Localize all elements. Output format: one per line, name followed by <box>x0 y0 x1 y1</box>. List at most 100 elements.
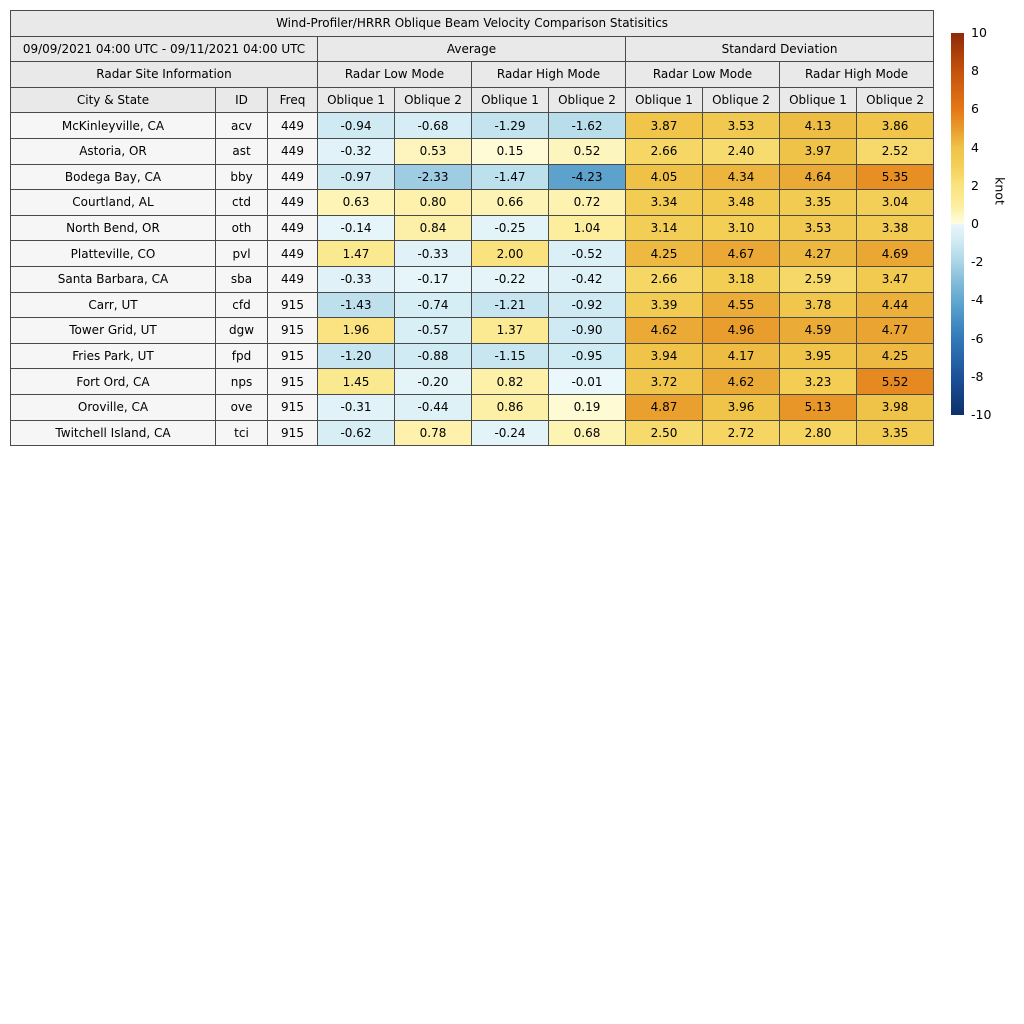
value-cell: 4.96 <box>702 317 780 344</box>
freq-cell: 449 <box>267 137 318 165</box>
value-cell: -0.57 <box>394 317 472 344</box>
value-cell: 0.53 <box>394 137 472 165</box>
value-cell: -0.20 <box>394 368 472 395</box>
table-row: Tower Grid, UT dgw 915 1.96 -0.57 1.37 -0.90 4.… <box>10 317 935 344</box>
value-cell: 3.94 <box>625 342 703 370</box>
value-cell: 2.66 <box>625 137 703 165</box>
value-cell: 3.96 <box>702 393 780 421</box>
value-cell: 3.39 <box>625 291 703 319</box>
value-cell: 0.72 <box>548 189 626 216</box>
value-cell: 3.10 <box>702 214 780 242</box>
value-cell: 4.87 <box>625 393 703 421</box>
value-cell: 4.05 <box>625 163 703 191</box>
value-cell: 3.87 <box>625 112 703 139</box>
value-cell: 3.38 <box>855 214 935 242</box>
site-id-cell: nps <box>215 368 268 395</box>
colorbar-tick-label: 4 <box>971 139 979 155</box>
value-cell: -4.23 <box>548 163 626 191</box>
table-row: Fort Ord, CA nps 915 1.45 -0.20 0.82 -0.01 3.72… <box>10 368 935 395</box>
value-cell: -0.01 <box>548 368 626 395</box>
table-row: Twitchell Island, CA tci 915 -0.62 0.78 -0.24… <box>10 419 935 447</box>
value-cell: 1.96 <box>317 317 395 344</box>
table-row: Santa Barbara, CA sba 449 -0.33 -0.17 -0.22 -0… <box>10 265 935 293</box>
site-id-cell: oth <box>215 214 268 242</box>
value-cell: 3.72 <box>625 368 703 395</box>
value-cell: -0.95 <box>548 342 626 370</box>
table-row: Carr, UT cfd 915 -1.43 -0.74 -1.21 -0.92 3.39 4.… <box>10 291 935 319</box>
site-id-cell: fpd <box>215 342 268 370</box>
colorbar-tick-label: -10 <box>971 407 992 422</box>
value-cell: 4.13 <box>779 112 857 139</box>
freq-column-header: Freq <box>267 86 318 114</box>
value-cell: 3.95 <box>779 342 857 370</box>
value-cell: -0.31 <box>317 393 395 421</box>
city-cell: Courtland, AL <box>10 189 216 216</box>
value-cell: -1.21 <box>471 291 549 319</box>
site-id-cell: sba <box>215 265 268 293</box>
value-cell: 0.15 <box>471 137 549 165</box>
value-cell: 0.82 <box>471 368 549 395</box>
oblique2-column-header: Oblique 2 <box>548 86 626 114</box>
value-cell: -0.33 <box>394 240 472 267</box>
freq-cell: 449 <box>267 240 318 267</box>
colorbar-tick-label: 6 <box>971 101 979 117</box>
oblique1-column-header: Oblique 1 <box>471 86 549 114</box>
value-cell: 0.80 <box>394 189 472 216</box>
value-cell: -0.33 <box>317 265 395 293</box>
value-cell: -0.14 <box>317 214 395 242</box>
freq-cell: 915 <box>267 342 318 370</box>
value-cell: 3.98 <box>855 393 935 421</box>
table-row: Fries Park, UT fpd 915 -1.20 -0.88 -1.15 -0.95… <box>10 342 935 370</box>
value-cell: 3.86 <box>855 112 935 139</box>
value-cell: 4.44 <box>855 291 935 319</box>
site-info-header: Radar Site Information <box>10 61 318 88</box>
colorbar-tick-label: -2 <box>971 254 984 270</box>
value-cell: 4.59 <box>779 317 857 344</box>
city-cell: Astoria, OR <box>10 137 216 165</box>
value-cell: 2.40 <box>702 137 780 165</box>
oblique1-column-header: Oblique 1 <box>625 86 703 114</box>
value-cell: -1.62 <box>548 112 626 139</box>
value-cell: -0.42 <box>548 265 626 293</box>
table-row: Astoria, OR ast 449 -0.32 0.53 0.15 0.52 2.66 2.… <box>10 137 935 165</box>
value-cell: 0.66 <box>471 189 549 216</box>
value-cell: 0.52 <box>548 137 626 165</box>
site-id-cell: bby <box>215 163 268 191</box>
value-cell: 0.78 <box>394 419 472 447</box>
site-id-cell: cfd <box>215 291 268 319</box>
value-cell: 3.97 <box>779 137 857 165</box>
freq-cell: 915 <box>267 291 318 319</box>
city-cell: Fries Park, UT <box>10 342 216 370</box>
oblique1-column-header: Oblique 1 <box>317 86 395 114</box>
freq-cell: 449 <box>267 265 318 293</box>
value-cell: 2.66 <box>625 265 703 293</box>
site-id-cell: acv <box>215 112 268 139</box>
value-cell: 4.69 <box>855 240 935 267</box>
freq-cell: 915 <box>267 419 318 447</box>
value-cell: 3.04 <box>855 189 935 216</box>
site-id-cell: tci <box>215 419 268 447</box>
date-range-cell: 09/09/2021 04:00 UTC - 09/11/2021 04:00 … <box>10 35 318 63</box>
value-cell: 3.53 <box>779 214 857 242</box>
freq-cell: 449 <box>267 112 318 139</box>
value-cell: -0.62 <box>317 419 395 447</box>
value-cell: 3.14 <box>625 214 703 242</box>
colorbar-tick-label: 0 <box>971 216 979 231</box>
value-cell: 3.78 <box>779 291 857 319</box>
oblique1-column-header: Oblique 1 <box>779 86 857 114</box>
value-cell: 2.00 <box>471 240 549 267</box>
value-cell: 0.86 <box>471 393 549 421</box>
value-cell: 5.35 <box>855 163 935 191</box>
city-cell: Platteville, CO <box>10 240 216 267</box>
avg-high-mode-header: Radar High Mode <box>471 61 626 88</box>
value-cell: 0.63 <box>317 189 395 216</box>
value-cell: -0.24 <box>471 419 549 447</box>
colorbar-tick-label: -6 <box>971 330 984 346</box>
table-header: Wind-Profiler/HRRR Oblique Beam Velocity… <box>9 10 935 114</box>
value-cell: 0.68 <box>548 419 626 447</box>
city-cell: Oroville, CA <box>10 393 216 421</box>
table-row: Bodega Bay, CA bby 449 -0.97 -2.33 -1.47 -4.23… <box>10 163 935 191</box>
value-cell: 2.50 <box>625 419 703 447</box>
value-cell: 3.47 <box>855 265 935 293</box>
